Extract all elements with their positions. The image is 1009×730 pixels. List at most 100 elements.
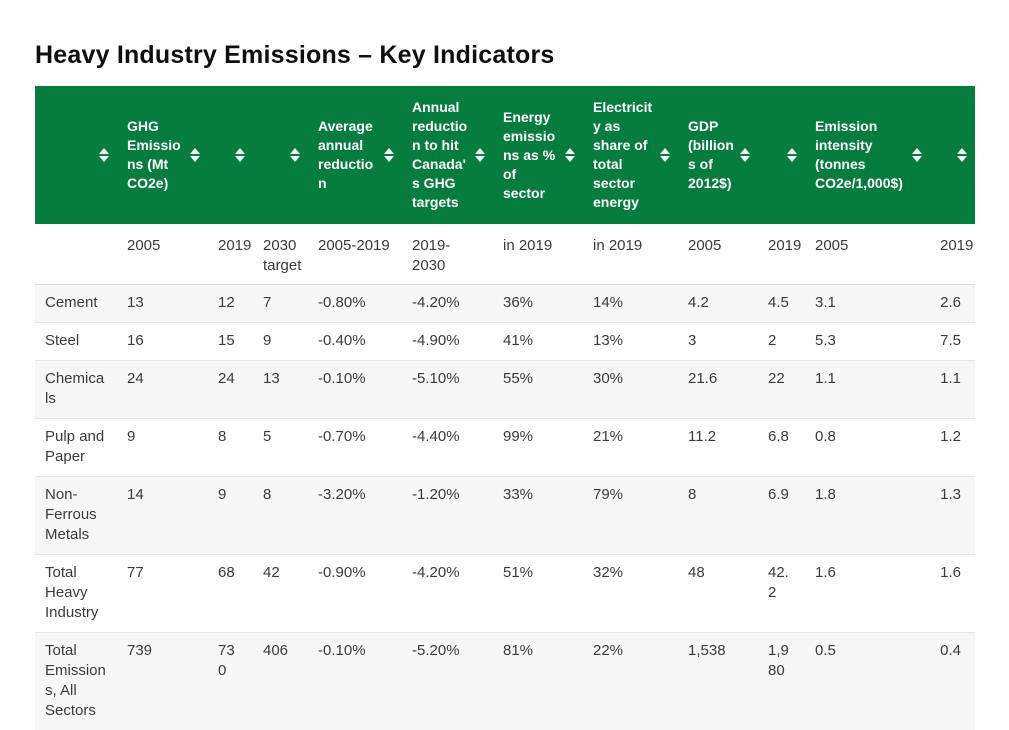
cell: 11.2 — [678, 419, 758, 477]
cell: 4.5 — [758, 285, 805, 323]
col-header-electricity-share[interactable]: Electricity as share of total sector ene… — [583, 86, 678, 224]
col-header-label: GHG Emissions (Mt CO2e) — [127, 117, 187, 193]
cell: 4.2 — [678, 285, 758, 323]
col-header-label: Energy emissions as % of sector — [503, 108, 562, 203]
table-row-pulp-and-paper: Pulp and Paper 9 8 5 -0.70% -4.40% 99% 2… — [35, 419, 975, 477]
row-label: Total Emissions, All Sectors — [35, 633, 117, 730]
cell: 13 — [253, 361, 308, 419]
subheader-cell: 2005-2019 — [308, 224, 402, 285]
col-header-ghg-emissions[interactable]: GHG Emissions (Mt CO2e) — [117, 86, 208, 224]
sort-icon[interactable] — [290, 148, 300, 162]
table-row-non-ferrous-metals: Non-Ferrous Metals 14 9 8 -3.20% -1.20% … — [35, 477, 975, 555]
sort-icon[interactable] — [787, 148, 797, 162]
cell: 0.5 — [805, 633, 930, 730]
row-label: Pulp and Paper — [35, 419, 117, 477]
col-header-ghg-2030-target[interactable] — [253, 86, 308, 224]
cell: 42 — [253, 555, 308, 633]
cell: 77 — [117, 555, 208, 633]
col-header-gdp[interactable]: GDP (billions of 2012$) — [678, 86, 758, 224]
cell: 8 — [678, 477, 758, 555]
cell: -4.20% — [402, 555, 493, 633]
cell: 99% — [493, 419, 583, 477]
subheader-cell: 2019 — [208, 224, 253, 285]
cell: 1.1 — [805, 361, 930, 419]
cell: -0.40% — [308, 323, 402, 361]
col-header-gdp-2019[interactable] — [758, 86, 805, 224]
cell: 1.8 — [805, 477, 930, 555]
cell: 81% — [493, 633, 583, 730]
sort-icon[interactable] — [235, 148, 245, 162]
cell: -3.20% — [308, 477, 402, 555]
table-row-steel: Steel 16 15 9 -0.40% -4.90% 41% 13% 3 2 … — [35, 323, 975, 361]
col-header-ghg-2019[interactable] — [208, 86, 253, 224]
cell: 1.6 — [805, 555, 930, 633]
cell: 55% — [493, 361, 583, 419]
cell: 24 — [117, 361, 208, 419]
cell: 36% — [493, 285, 583, 323]
col-header-average-annual-reduction[interactable]: Average annual reduction — [308, 86, 402, 224]
cell: 7 — [253, 285, 308, 323]
col-header-label: Electricity as share of total sector ene… — [593, 98, 657, 212]
col-header-annual-reduction-targets[interactable]: Annual reduction to hit Canada's GHG tar… — [402, 86, 493, 224]
cell: 3.1 — [805, 285, 930, 323]
cell: 22% — [583, 633, 678, 730]
col-header-label: Annual reduction to hit Canada's GHG tar… — [412, 98, 472, 212]
cell: 42.2 — [758, 555, 805, 633]
col-header-label: GDP (billions of 2012$) — [688, 117, 737, 193]
cell: 33% — [493, 477, 583, 555]
cell: 5 — [253, 419, 308, 477]
cell: 12 — [208, 285, 253, 323]
sort-icon[interactable] — [384, 148, 394, 162]
cell: 14 — [117, 477, 208, 555]
page-title: Heavy Industry Emissions – Key Indicator… — [35, 41, 555, 70]
cell: 16 — [117, 323, 208, 361]
row-label: Total Heavy Industry — [35, 555, 117, 633]
cell: 1.3 — [930, 477, 975, 555]
cell: 14% — [583, 285, 678, 323]
table-subheader-row: 2005 2019 2030 target 2005-2019 2019-203… — [35, 224, 975, 285]
sort-icon[interactable] — [99, 148, 109, 162]
cell: 6.9 — [758, 477, 805, 555]
col-header-emission-intensity[interactable]: Emission intensity (tonnes CO2e/1,000$) — [805, 86, 930, 224]
cell: 68 — [208, 555, 253, 633]
cell: 13 — [117, 285, 208, 323]
cell: -1.20% — [402, 477, 493, 555]
cell: 3 — [678, 323, 758, 361]
cell: 2 — [758, 323, 805, 361]
col-header-emission-intensity-2019[interactable] — [930, 86, 975, 224]
cell: 32% — [583, 555, 678, 633]
sort-icon[interactable] — [475, 148, 485, 162]
row-label: Non-Ferrous Metals — [35, 477, 117, 555]
subheader-cell: 2005 — [805, 224, 930, 285]
subheader-cell: 2019-2030 — [402, 224, 493, 285]
cell: -0.70% — [308, 419, 402, 477]
cell: 7.5 — [930, 323, 975, 361]
sort-icon[interactable] — [912, 148, 922, 162]
col-header-sector[interactable] — [35, 86, 117, 224]
sort-icon[interactable] — [660, 148, 670, 162]
cell: 51% — [493, 555, 583, 633]
cell: -0.10% — [308, 361, 402, 419]
cell: 22 — [758, 361, 805, 419]
sort-icon[interactable] — [190, 148, 200, 162]
col-header-label: Average annual reduction — [318, 117, 381, 193]
cell: 406 — [253, 633, 308, 730]
subheader-cell: in 2019 — [493, 224, 583, 285]
cell: 739 — [117, 633, 208, 730]
cell: -4.90% — [402, 323, 493, 361]
sort-icon[interactable] — [957, 148, 967, 162]
cell: 1.1 — [930, 361, 975, 419]
cell: 48 — [678, 555, 758, 633]
sort-icon[interactable] — [740, 148, 750, 162]
col-header-energy-emissions[interactable]: Energy emissions as % of sector — [493, 86, 583, 224]
cell: 79% — [583, 477, 678, 555]
row-label: Chemicals — [35, 361, 117, 419]
cell: -0.90% — [308, 555, 402, 633]
emissions-table: GHG Emissions (Mt CO2e) Average annual r… — [35, 86, 975, 730]
cell: 9 — [208, 477, 253, 555]
cell: 1,980 — [758, 633, 805, 730]
sort-icon[interactable] — [565, 148, 575, 162]
subheader-cell: in 2019 — [583, 224, 678, 285]
cell: 21.6 — [678, 361, 758, 419]
cell: 13% — [583, 323, 678, 361]
